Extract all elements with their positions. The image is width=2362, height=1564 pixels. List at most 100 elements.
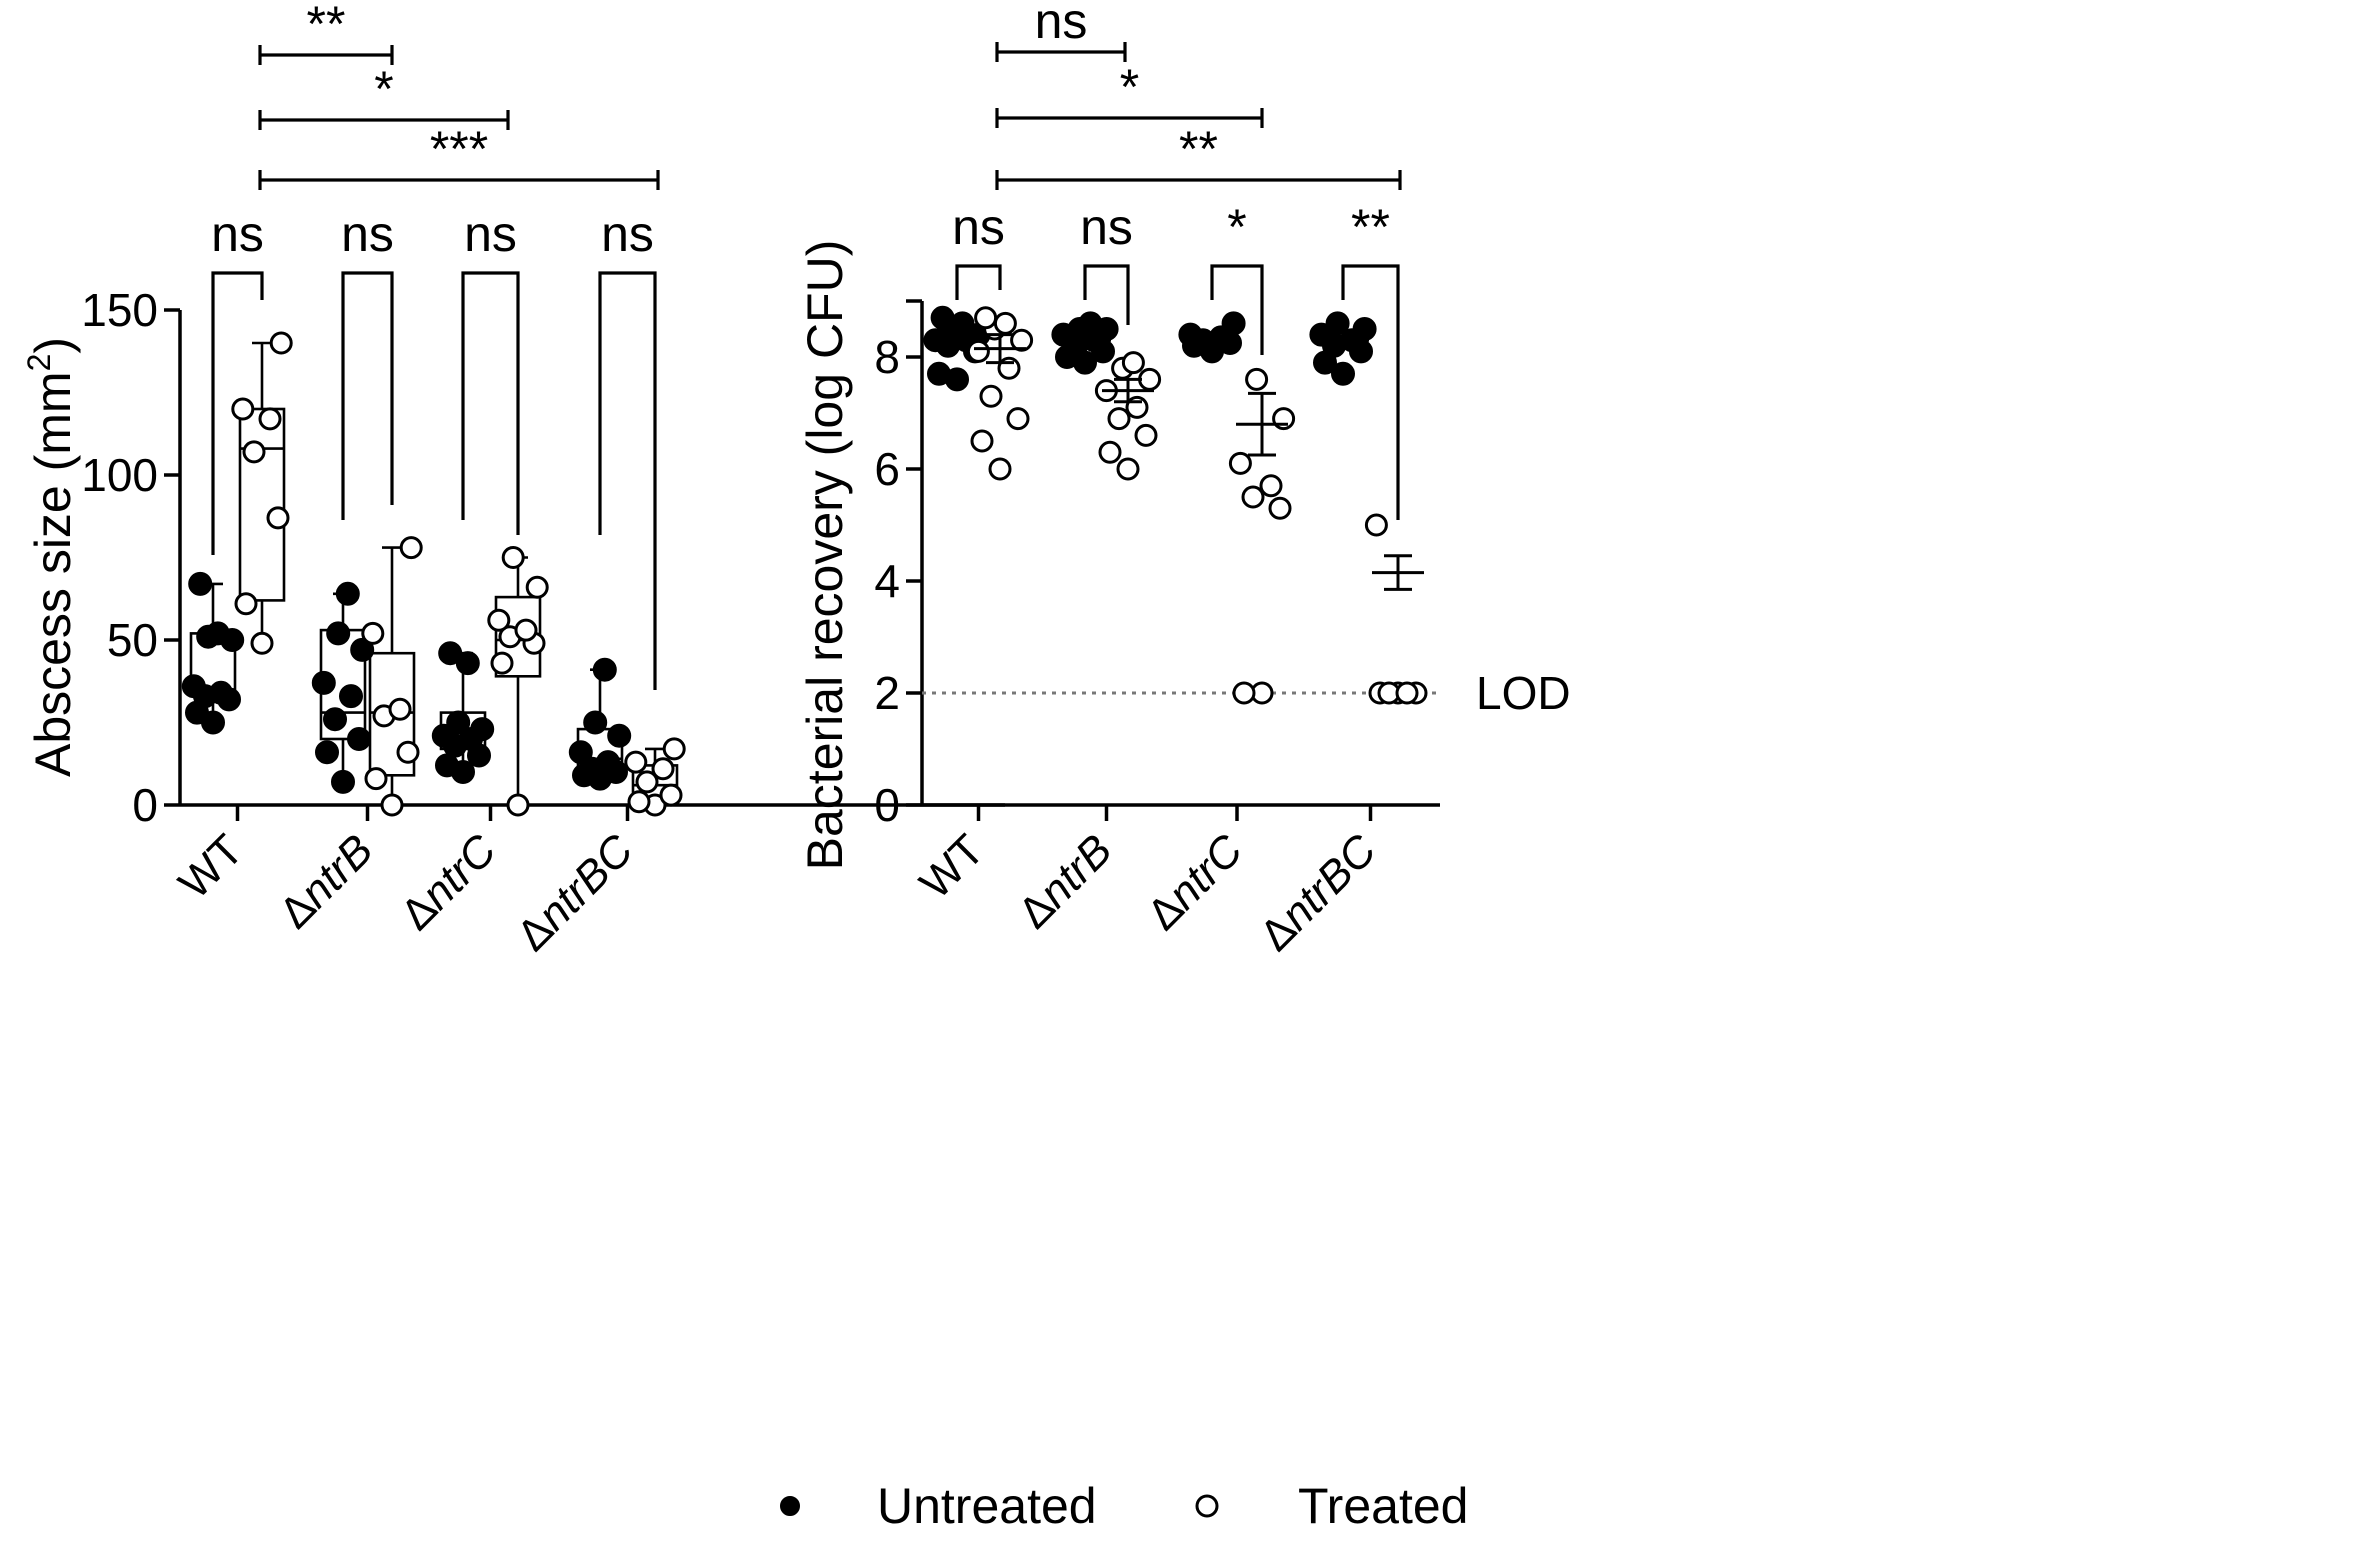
untreated-point bbox=[607, 723, 632, 748]
untreated-point bbox=[446, 710, 471, 735]
within-group-bracket bbox=[1083, 264, 1130, 325]
legend: Untreated Treated bbox=[780, 1478, 1468, 1534]
y-axis-title-close: ) bbox=[25, 337, 81, 354]
within-group-significance: ns bbox=[1080, 199, 1133, 255]
untreated-point bbox=[339, 684, 363, 709]
untreated-point bbox=[181, 674, 206, 699]
untreated-point bbox=[927, 361, 951, 386]
within-group-significance: ns bbox=[601, 206, 654, 262]
between-group-significance: ** bbox=[307, 0, 346, 52]
treated-point bbox=[966, 339, 990, 363]
treated-point bbox=[1006, 407, 1030, 431]
treated-point bbox=[635, 770, 659, 794]
treated-point bbox=[361, 621, 385, 645]
treated-point bbox=[662, 737, 686, 761]
between-group-significance: *** bbox=[430, 121, 488, 177]
treated-point bbox=[1395, 681, 1419, 705]
between-group-significance: * bbox=[1120, 59, 1139, 115]
untreated-point bbox=[1331, 361, 1355, 386]
within-group-bracket bbox=[341, 271, 394, 520]
treated-point bbox=[250, 631, 274, 655]
between-group-significance: ns bbox=[1035, 0, 1088, 49]
y-axis-title: Abscess size (mm2) bbox=[21, 337, 81, 777]
untreated-point bbox=[335, 581, 360, 606]
treated-point bbox=[231, 397, 255, 421]
treated-point bbox=[627, 790, 651, 814]
legend-untreated-marker bbox=[780, 1496, 800, 1516]
treated-point bbox=[490, 651, 514, 675]
x-category-label: ΔntrC bbox=[1138, 825, 1253, 940]
within-group-significance: ** bbox=[1351, 199, 1390, 255]
treated-point bbox=[380, 793, 404, 817]
within-group-significance: * bbox=[1227, 199, 1246, 255]
untreated-point bbox=[315, 740, 339, 765]
untreated-point bbox=[311, 670, 336, 695]
untreated-point bbox=[930, 305, 955, 330]
box-iqr bbox=[368, 651, 416, 777]
treated-point bbox=[1245, 367, 1269, 391]
untreated-point bbox=[592, 657, 617, 682]
treated-point bbox=[399, 536, 423, 560]
treated-point bbox=[1228, 451, 1252, 475]
treated-point bbox=[364, 767, 388, 791]
y-tick-label: 4 bbox=[874, 555, 900, 607]
treated-point bbox=[1268, 496, 1292, 520]
untreated-point bbox=[568, 740, 593, 765]
y-tick-label: 100 bbox=[81, 449, 158, 501]
treated-point bbox=[396, 740, 420, 764]
within-group-bracket bbox=[1210, 264, 1264, 355]
untreated-point bbox=[209, 680, 233, 705]
y-axis-title: Bacterial recovery (log CFU) bbox=[797, 240, 853, 871]
x-category-label: ΔntrBC bbox=[1251, 825, 1387, 961]
within-group-significance: ns bbox=[211, 206, 264, 262]
treated-point bbox=[388, 697, 412, 721]
treated-point bbox=[659, 783, 683, 807]
x-category-label: ΔntrB bbox=[270, 825, 382, 937]
y-axis-title-superscript: 2 bbox=[21, 354, 57, 372]
within-group-significance: ns bbox=[341, 206, 394, 262]
y-tick-label: 6 bbox=[874, 443, 900, 495]
untreated-point bbox=[323, 707, 347, 732]
treated-point bbox=[234, 592, 258, 616]
treated-point bbox=[988, 457, 1012, 481]
within-group-bracket bbox=[1341, 264, 1400, 520]
legend-untreated-label: Untreated bbox=[877, 1478, 1097, 1534]
treated-point bbox=[974, 306, 998, 330]
treated-point bbox=[514, 618, 538, 642]
treated-point bbox=[258, 407, 282, 431]
untreated-point bbox=[347, 727, 371, 751]
y-tick-label: 50 bbox=[107, 614, 158, 666]
untreated-point bbox=[1325, 311, 1350, 336]
treated-point bbox=[525, 575, 549, 599]
y-tick-label: 8 bbox=[874, 331, 900, 383]
within-group-bracket bbox=[955, 264, 1002, 300]
within-group-bracket bbox=[211, 271, 264, 555]
untreated-point bbox=[1078, 311, 1103, 336]
untreated-point bbox=[435, 753, 459, 778]
x-category-name: ntrBC bbox=[528, 825, 643, 940]
treated-point bbox=[1121, 351, 1145, 375]
untreated-point bbox=[950, 311, 975, 336]
untreated-point bbox=[470, 717, 495, 742]
x-category-label: WT bbox=[170, 825, 253, 908]
x-category-label: ΔntrB bbox=[1009, 825, 1121, 937]
y-tick-label: 0 bbox=[132, 779, 158, 831]
x-category-name: ntrBC bbox=[1271, 825, 1386, 940]
untreated-point bbox=[596, 750, 620, 775]
box-iqr bbox=[238, 407, 286, 602]
treated-point bbox=[1116, 457, 1140, 481]
legend-treated-marker bbox=[1195, 1494, 1219, 1518]
untreated-point bbox=[350, 637, 375, 662]
treated-point bbox=[979, 384, 1003, 408]
treated-point bbox=[242, 440, 266, 464]
treated-point bbox=[1364, 513, 1388, 537]
y-axis-title-text: Bacterial recovery (log CFU) bbox=[797, 240, 853, 871]
treated-point bbox=[501, 546, 525, 569]
within-group-bracket bbox=[461, 271, 520, 535]
untreated-point bbox=[188, 571, 213, 596]
treated-point bbox=[269, 331, 293, 355]
treated-point bbox=[1259, 474, 1283, 498]
